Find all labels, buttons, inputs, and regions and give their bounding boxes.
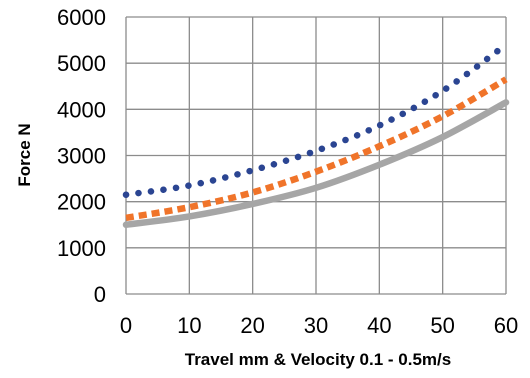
x-tick-label: 40 — [367, 313, 391, 338]
x-tick-label: 0 — [120, 313, 132, 338]
y-tick-label: 6000 — [57, 5, 106, 30]
tick-labels: 0 10 20 30 40 50 60 0 1000 2000 3000 4000 5000 6000 — [57, 5, 518, 338]
x-axis-title: Travel mm & Velocity 0.1 - 0.5m/s — [185, 350, 451, 369]
series-line-solid — [122, 99, 510, 228]
x-tick-label: 10 — [177, 313, 201, 338]
x-tick-label: 30 — [304, 313, 328, 338]
series-layer — [122, 41, 510, 228]
y-tick-label: 4000 — [57, 97, 106, 122]
y-tick-label: 2000 — [57, 190, 106, 215]
x-tick-label: 60 — [494, 313, 518, 338]
y-tick-label: 3000 — [57, 144, 106, 169]
grid — [125, 16, 507, 295]
x-tick-label: 50 — [430, 313, 454, 338]
y-tick-label: 5000 — [57, 51, 106, 76]
series-line-dashed — [125, 76, 508, 222]
series-line-dotted — [122, 41, 510, 198]
y-tick-label: 1000 — [57, 236, 106, 261]
y-axis-title: Force N — [15, 123, 34, 186]
y-tick-label: 0 — [94, 282, 106, 307]
x-tick-label: 20 — [240, 313, 264, 338]
